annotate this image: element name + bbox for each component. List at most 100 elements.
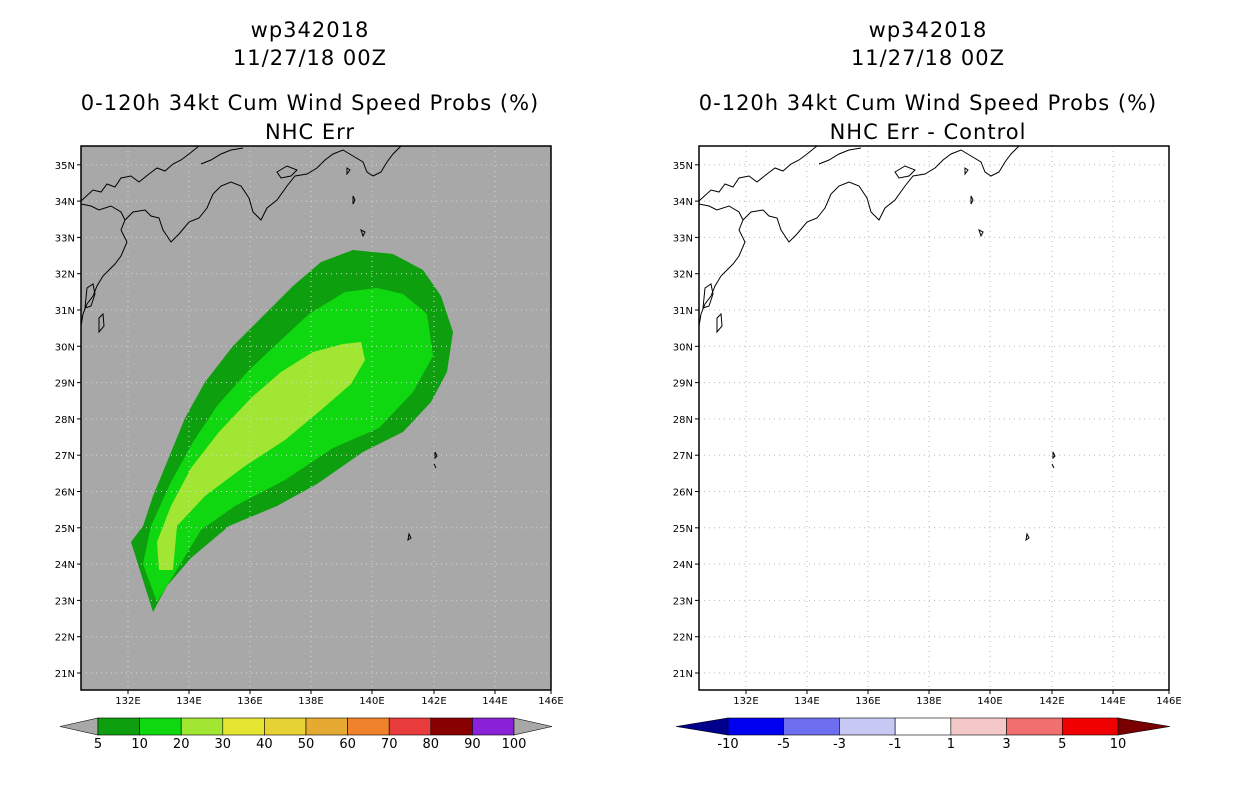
coastline [80,145,402,327]
colorbar-label: 30 [215,737,232,752]
colorbar-label: -5 [777,737,790,752]
colorbar-swatch [894,717,952,736]
island-outline [360,229,366,238]
lat-tick-label: 26N [55,488,75,499]
lat-tick-label: 21N [673,669,693,680]
left-subtitle: NHC Err [264,120,355,144]
lon-tick-label: 144E [1100,696,1125,707]
island-outline [716,312,723,334]
colorbar-label: 5 [1058,737,1066,752]
colorbar-label: 40 [256,737,273,752]
lat-tick-label: 24N [673,560,693,571]
colorbar-swatch [839,717,896,736]
lon-tick-label: 140E [977,696,1002,707]
colorbar-label: 10 [1110,737,1127,752]
island-outline [84,283,96,309]
colorbar-label: 3 [1002,737,1010,752]
left-colorbar: 5 10 20 30 40 50 60 70 80 90 100 [59,717,553,752]
colorbar-label: 1 [947,737,955,752]
probability-contour-3 [157,342,365,570]
colorbar-over-arrow [513,717,553,736]
lat-tick-label: 25N [55,524,75,535]
colorbar-swatch [180,717,224,736]
lon-tick-label: 132E [115,696,140,707]
island-outline [98,312,105,334]
lat-tick-label: 28N [55,415,75,426]
lat-tick-label: 23N [673,596,693,607]
lat-tick-label: 29N [55,379,75,390]
island-outline [964,167,969,176]
colorbar-swatch [727,717,785,736]
island-outline [346,167,351,176]
coastline [698,145,1020,327]
island-outline [702,283,714,309]
lat-tick-label: 30N [55,342,75,353]
island-outline [1052,451,1056,460]
colorbar-label: 5 [94,737,102,752]
colorbar-label: 20 [173,737,190,752]
colorbar-swatch [430,717,473,736]
island-outline [352,195,356,205]
colorbar-label: 10 [131,737,148,752]
lat-tick-label: 24N [55,560,75,571]
lat-tick-label: 23N [55,596,75,607]
right-map-frame [698,145,1170,691]
lat-tick-label: 27N [55,451,75,462]
colorbar-label: 100 [502,737,527,752]
lat-tick-label: 30N [673,342,693,353]
lat-tick-label: 32N [55,270,75,281]
lon-tick-label: 142E [421,696,446,707]
lat-tick-label: 31N [673,306,693,317]
lon-tick-label: 140E [359,696,384,707]
lon-tick-label: 142E [1039,696,1064,707]
colorbar-swatch [472,717,515,736]
right-map-background [699,146,1169,690]
colorbar-under-arrow [59,717,99,736]
right-datetime: 11/27/18 00Z [850,46,1006,70]
right-map-panel: 132E 134E 136E 138E 140E 142E 144E 146E 21N 22N 23… [673,145,1182,707]
lon-tick-label: 146E [1156,696,1181,707]
colorbar-label: 50 [298,737,315,752]
lat-tick-label: 31N [55,306,75,317]
colorbar-label: 80 [423,737,440,752]
lat-tick-label: 33N [673,233,693,244]
colorbar-under-arrow [675,717,729,736]
lon-tick-label: 132E [733,696,758,707]
island-outline [434,451,438,460]
island-outline [1051,463,1055,469]
lat-tick-label: 33N [55,233,75,244]
lat-tick-label: 21N [55,669,75,680]
left-product-title: 0-120h 34kt Cum Wind Speed Probs (%) [80,91,540,115]
colorbar-swatch [1061,717,1119,736]
colorbar-label: 70 [381,737,398,752]
lat-tick-label: 34N [673,197,693,208]
lat-tick-label: 29N [673,379,693,390]
lon-tick-label: 136E [855,696,880,707]
colorbar-swatch [388,717,432,736]
lat-tick-label: 34N [55,197,75,208]
colorbar-label: 60 [339,737,356,752]
island-outline [978,229,984,238]
colorbar-swatch [305,717,348,736]
lat-tick-label: 25N [673,524,693,535]
lon-tick-label: 136E [237,696,262,707]
lat-tick-label: 28N [673,415,693,426]
lon-tick-label: 138E [298,696,323,707]
colorbar-swatch [950,717,1007,736]
lon-tick-label: 146E [538,696,563,707]
lon-tick-label: 144E [482,696,507,707]
right-product-title: 0-120h 34kt Cum Wind Speed Probs (%) [698,91,1158,115]
colorbar-label: 90 [464,737,481,752]
right-storm-id: wp342018 [868,18,988,42]
lat-tick-label: 26N [673,488,693,499]
colorbar-label: -3 [833,737,846,752]
lon-tick-label: 134E [176,696,201,707]
left-map-frame [80,145,552,691]
colorbar-swatch [139,717,182,736]
lat-tick-label: 22N [673,633,693,644]
lat-tick-label: 35N [673,161,693,172]
colorbar-swatch [222,717,265,736]
lat-tick-label: 22N [55,633,75,644]
left-storm-id: wp342018 [250,18,370,42]
